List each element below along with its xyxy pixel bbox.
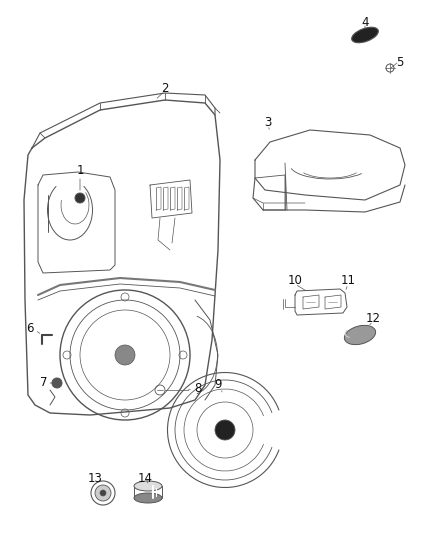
Text: 1: 1 (76, 164, 84, 176)
Ellipse shape (344, 325, 376, 345)
Circle shape (215, 420, 235, 440)
Ellipse shape (134, 493, 162, 503)
Circle shape (115, 345, 135, 365)
Text: 12: 12 (365, 311, 381, 325)
Circle shape (100, 490, 106, 496)
Text: 14: 14 (138, 472, 152, 484)
Text: 8: 8 (194, 382, 201, 394)
Text: 7: 7 (40, 376, 48, 390)
Text: 4: 4 (361, 15, 369, 28)
Ellipse shape (352, 27, 378, 43)
Circle shape (75, 193, 85, 203)
Text: 13: 13 (88, 472, 102, 484)
Text: 2: 2 (161, 82, 169, 94)
Text: 10: 10 (288, 273, 302, 287)
Text: 9: 9 (214, 378, 222, 392)
Text: 11: 11 (340, 273, 356, 287)
Ellipse shape (134, 481, 162, 491)
Text: 3: 3 (264, 116, 272, 128)
Text: 6: 6 (26, 321, 34, 335)
Circle shape (52, 378, 62, 388)
Text: 5: 5 (396, 56, 404, 69)
Circle shape (95, 485, 111, 501)
